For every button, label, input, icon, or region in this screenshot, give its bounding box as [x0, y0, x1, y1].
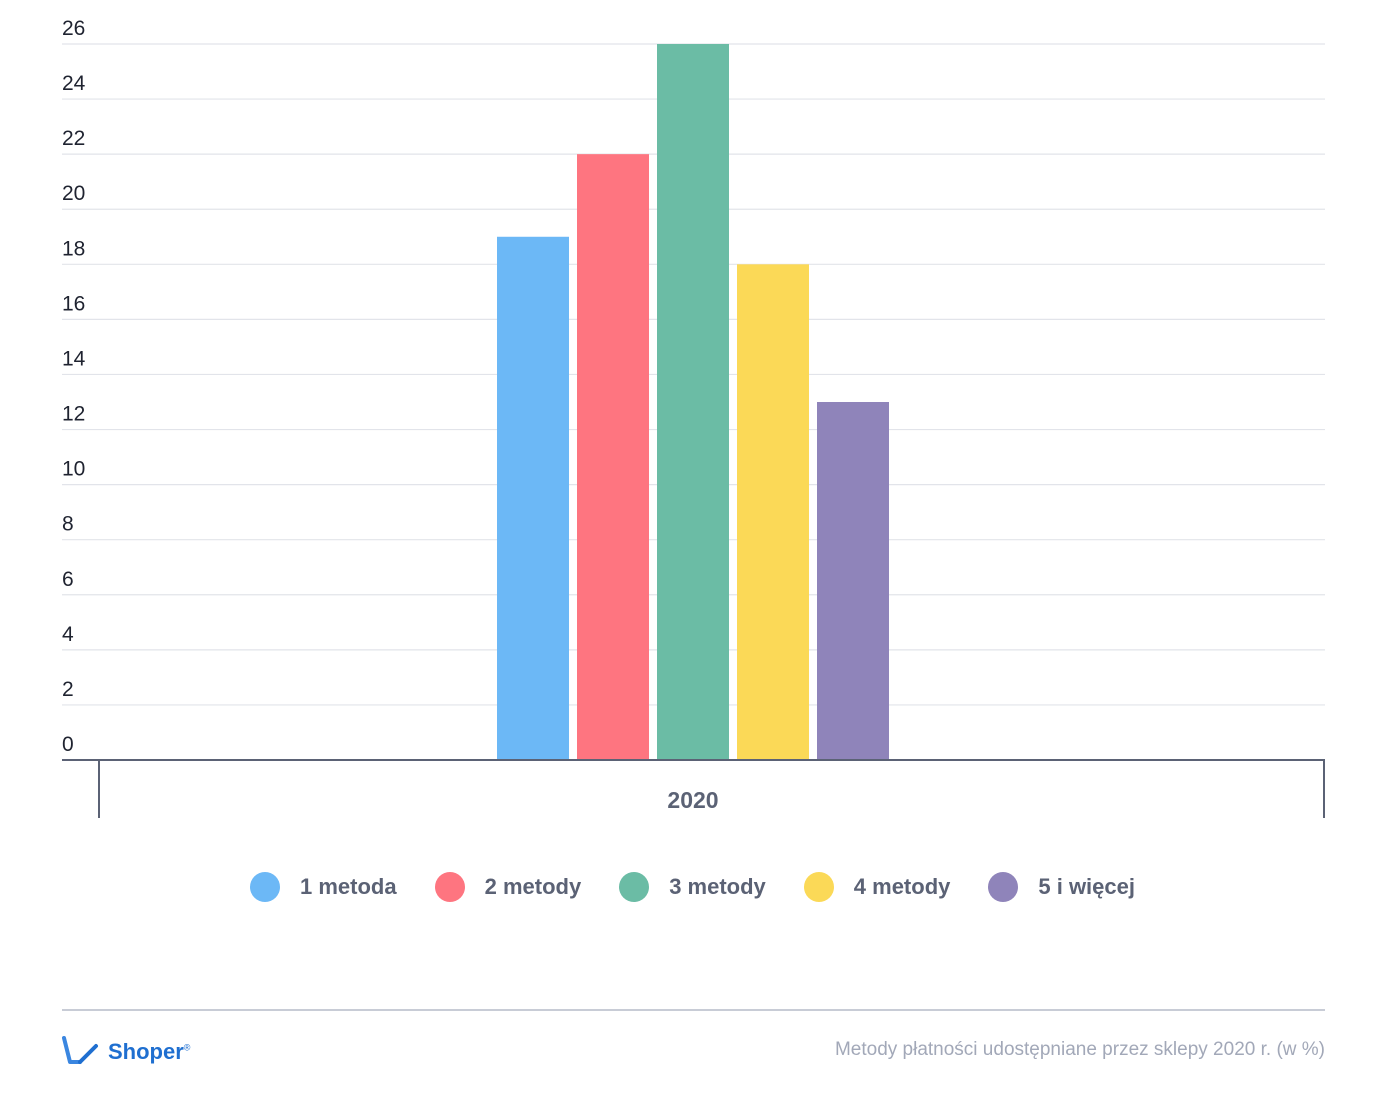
legend-label: 3 metody [669, 874, 766, 899]
legend: 1 metoda 2 metody 3 metody 4 metody 5 i więc… [0, 872, 1385, 902]
legend-swatch [434, 872, 465, 902]
legend-label: 4 metody [853, 874, 951, 899]
bar-4-metody [737, 264, 809, 760]
legend-swatch [619, 872, 650, 902]
legend-item: 5 i więcej [988, 872, 1135, 902]
x-category-label: 2020 [667, 787, 718, 813]
y-tick-label: 2 [62, 678, 74, 701]
y-tick-label: 14 [62, 347, 86, 370]
y-tick-label: 22 [62, 127, 85, 150]
y-tick-label: 8 [62, 513, 74, 536]
bar-1-metoda [497, 236, 569, 760]
chart-caption: Metody płatności udostępniane przez skle… [834, 1039, 1325, 1060]
y-tick-label: 12 [62, 403, 85, 426]
y-tick-label: 20 [62, 182, 85, 205]
legend-item: 1 metoda [250, 872, 397, 902]
legend-label: 5 i więcej [1038, 874, 1135, 899]
footer-divider [62, 1009, 1325, 1011]
legend-swatch [803, 872, 834, 902]
y-tick-label: 10 [62, 458, 85, 481]
y-tick-label: 0 [62, 733, 74, 756]
legend-label: 2 metody [484, 874, 582, 899]
x-axis-categories: 2020 [667, 787, 718, 813]
bar-3-metody [657, 44, 729, 760]
x-axis [62, 759, 1325, 818]
bar-5-i-więcej [817, 402, 889, 760]
shoper-logo-icon [62, 1036, 98, 1064]
legend-item: 3 metody [619, 872, 766, 902]
y-tick-label: 6 [62, 568, 74, 591]
y-tick-label: 4 [62, 623, 74, 646]
bars [497, 44, 889, 761]
bar-2-metody [577, 154, 649, 761]
legend-item: 2 metody [434, 872, 582, 902]
legend-item: 4 metody [803, 872, 951, 902]
legend-swatch [250, 872, 280, 902]
y-tick-label: 18 [62, 237, 85, 260]
y-tick-label: 16 [62, 292, 85, 315]
brand-logo: Shoper® [60, 1034, 190, 1070]
y-tick-label: 26 [62, 17, 85, 40]
y-tick-label: 24 [62, 72, 86, 95]
brand-name: Shoper® [108, 1039, 191, 1064]
legend-label: 1 metoda [300, 874, 397, 899]
legend-swatch [988, 872, 1019, 902]
